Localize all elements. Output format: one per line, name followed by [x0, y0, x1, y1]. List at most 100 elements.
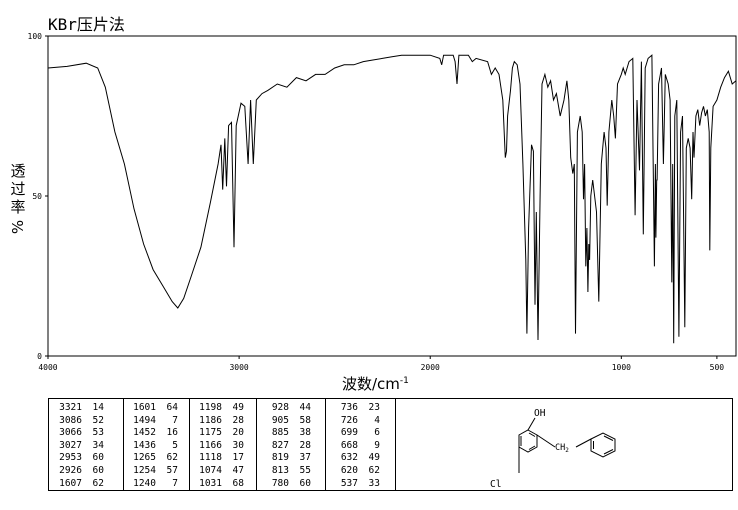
- peak-table-row: 2953 60: [52, 452, 104, 465]
- peak-wavenumber: 668: [340, 439, 358, 451]
- peak-wavenumber: 1601: [133, 402, 156, 413]
- peak-transmittance: 6: [374, 427, 380, 439]
- peak-table-row: 632 49: [328, 452, 380, 465]
- peak-transmittance: 28: [299, 439, 311, 451]
- peak-wavenumber: 3066: [59, 427, 82, 439]
- peak-transmittance: 60: [92, 452, 104, 464]
- peak-wavenumber: 1436: [133, 439, 156, 451]
- peak-wavenumber: 1240: [133, 477, 156, 489]
- ch2-subscript: 2: [565, 447, 569, 454]
- x-axis-label-sup: -1: [399, 376, 409, 386]
- peak-table-row: 3027 34: [52, 440, 104, 453]
- phenol-ring: [518, 429, 538, 453]
- peak-table-row: 620 62: [328, 465, 380, 478]
- peak-table-row: 1607 62: [52, 478, 104, 491]
- ch2-bond: [575, 438, 592, 448]
- peak-wavenumber: 928: [271, 402, 289, 413]
- peak-transmittance: 17: [232, 452, 244, 464]
- peak-transmittance: 68: [232, 477, 244, 489]
- peak-wavenumber: 726: [340, 414, 358, 426]
- x-tick-label: 500: [710, 363, 725, 372]
- peak-transmittance: 37: [299, 452, 311, 464]
- peak-table-row: 1436 5: [126, 440, 178, 453]
- peak-transmittance: 47: [232, 464, 244, 476]
- peak-wavenumber: 3027: [59, 439, 82, 451]
- peak-wavenumber: 1166: [199, 439, 222, 451]
- peak-table-row: 819 37: [259, 452, 311, 465]
- ch2-label-text: CH: [555, 443, 565, 453]
- peak-transmittance: 23: [368, 402, 380, 413]
- peak-table-row: 3086 52: [52, 415, 104, 428]
- peak-transmittance: 60: [92, 464, 104, 476]
- peak-wavenumber: 885: [271, 427, 289, 439]
- peak-transmittance: 49: [368, 452, 380, 464]
- peak-transmittance: 57: [166, 464, 178, 476]
- peak-wavenumber: 736: [340, 402, 358, 413]
- peak-transmittance: 16: [166, 427, 178, 439]
- peak-transmittance: 34: [92, 439, 104, 451]
- peak-wavenumber: 3086: [59, 414, 82, 426]
- peak-table-row: 1175 20: [192, 427, 244, 440]
- peak-table-row: 827 28: [259, 440, 311, 453]
- peak-wavenumber: 827: [271, 439, 289, 451]
- peak-wavenumber: 1265: [133, 452, 156, 464]
- peak-table-row: 537 33: [328, 478, 380, 491]
- peak-table-row: 699 6: [328, 427, 380, 440]
- peak-table-row: 1254 57: [126, 465, 178, 478]
- peak-transmittance: 53: [92, 427, 104, 439]
- peak-transmittance: 14: [92, 402, 104, 413]
- peak-table-row: 905 58: [259, 415, 311, 428]
- chemical-structure: OH CH2 Cl: [490, 408, 616, 490]
- peak-table-column: 1601 64 1494 7 1452 16 1436 5 1265 62 1254 57 1240 7: [126, 402, 178, 490]
- peak-transmittance: 5: [172, 439, 178, 451]
- peak-table-row: 1031 68: [192, 478, 244, 491]
- peak-table-column: 3321 14 3086 52 3066 53 3027 34 2953 60 2926 60 1607…: [52, 402, 104, 490]
- peak-transmittance: 49: [232, 402, 244, 413]
- x-tick-label: 4000: [38, 363, 57, 372]
- spectrum-line: [47, 54, 737, 344]
- peak-table-row: 736 23: [328, 402, 380, 415]
- peak-table-row: 3066 53: [52, 427, 104, 440]
- cl-label: Cl: [490, 479, 501, 490]
- peak-wavenumber: 1031: [199, 477, 222, 489]
- peak-table-row: 1166 30: [192, 440, 244, 453]
- peak-transmittance: 52: [92, 414, 104, 426]
- peak-transmittance: 44: [299, 402, 311, 413]
- x-tick-label: 2000: [421, 363, 440, 372]
- peak-table-row: 1198 49: [192, 402, 244, 415]
- table-divider: [256, 399, 257, 490]
- peak-transmittance: 38: [299, 427, 311, 439]
- peak-table-row: 1240 7: [126, 478, 178, 491]
- peak-table-row: 780 60: [259, 478, 311, 491]
- peak-wavenumber: 1494: [133, 414, 156, 426]
- chart-title: KBr压片法: [48, 15, 125, 34]
- peak-transmittance: 62: [368, 464, 380, 476]
- peak-wavenumber: 1452: [133, 427, 156, 439]
- peak-table-column: 1198 49 1186 28 1175 20 1166 30 1118 17 1074 47 1031…: [192, 402, 244, 490]
- peak-table-row: 1118 17: [192, 452, 244, 465]
- peak-wavenumber: 1607: [59, 477, 82, 489]
- peak-wavenumber: 780: [271, 477, 289, 489]
- peak-table-row: 885 38: [259, 427, 311, 440]
- peak-table-row: 2926 60: [52, 465, 104, 478]
- peak-wavenumber: 1186: [199, 414, 222, 426]
- peak-transmittance: 4: [374, 414, 380, 426]
- peak-wavenumber: 819: [271, 452, 289, 464]
- y-axis-label-text: 透过率: [10, 162, 26, 216]
- peak-transmittance: 28: [232, 414, 244, 426]
- peak-transmittance: 62: [166, 452, 178, 464]
- peak-wavenumber: 1175: [199, 427, 222, 439]
- ch2-label: CH2: [555, 443, 569, 454]
- peak-transmittance: 33: [368, 477, 380, 489]
- x-tick-label: 1000: [612, 363, 631, 372]
- peak-wavenumber: 699: [340, 427, 358, 439]
- peak-wavenumber: 2926: [59, 464, 82, 476]
- peak-table-column: 928 44 905 58 885 38 827 28 819 37 813 55 780 60: [259, 402, 311, 490]
- peak-transmittance: 9: [374, 439, 380, 451]
- peak-transmittance: 55: [299, 464, 311, 476]
- table-divider: [395, 399, 396, 490]
- ch2-bond: [536, 434, 556, 448]
- peak-table-row: 813 55: [259, 465, 311, 478]
- table-divider: [189, 399, 190, 490]
- y-axis-unit: %: [9, 219, 27, 235]
